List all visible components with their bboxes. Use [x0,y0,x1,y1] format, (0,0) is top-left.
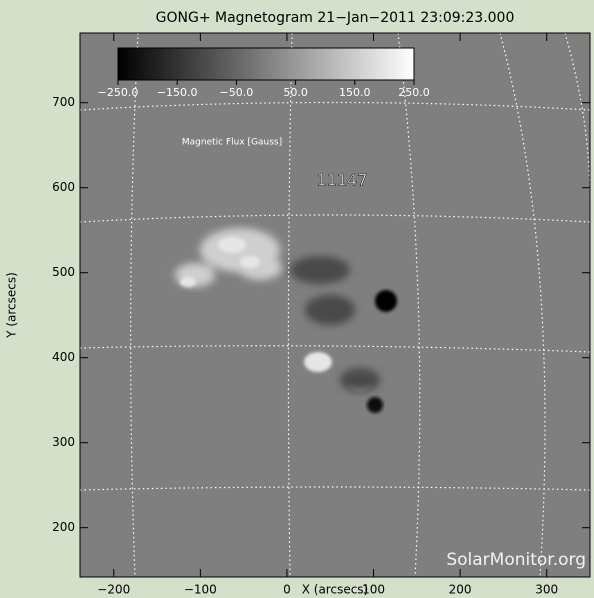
x-tick-label: 200 [449,583,472,597]
colorbar-tick-label: 50.0 [283,86,308,99]
x-axis-label: X (arcsecs) [302,583,369,597]
x-tick-label: 0 [283,583,291,597]
x-tick-label: −200 [97,583,130,597]
colorbar-tick-label: 250.0 [398,86,430,99]
y-tick-label: 300 [52,435,75,449]
chart-title: GONG+ Magnetogram 21−Jan−2011 23:09:23.0… [156,10,515,26]
y-tick-label: 200 [52,520,75,534]
colorbar-tick-label: −150.0 [157,86,198,99]
x-tick-label: 300 [535,583,558,597]
y-axis-label: Y (arcsecs) [5,272,19,339]
plot-frame [79,32,591,578]
heliographic-grid [79,32,591,578]
y-tick-label: 600 [52,180,75,194]
colorbar [117,47,415,81]
x-tick-label: −100 [184,583,217,597]
y-tick-label: 700 [52,95,75,109]
watermark: SolarMonitor.org [446,550,586,570]
colorbar-label: Magnetic Flux [Gauss] [182,138,282,148]
colorbar-tick-label: −250.0 [98,86,139,99]
y-tick-label: 400 [52,350,75,364]
colorbar-tick-label: 150.0 [339,86,371,99]
y-tick-label: 500 [52,265,75,279]
region-label: 11147 [317,171,368,190]
colorbar-tick-label: −50.0 [220,86,254,99]
solar-features [175,228,397,413]
x-tick-label: 100 [362,583,385,597]
